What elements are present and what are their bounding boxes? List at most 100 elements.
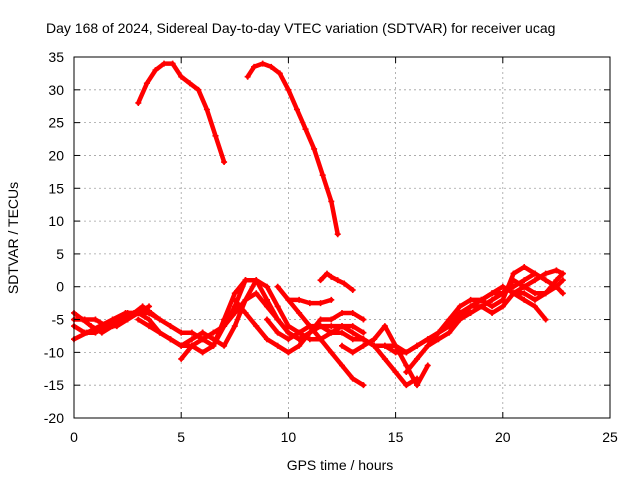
data-point — [334, 277, 341, 284]
data-point — [263, 283, 270, 290]
data-point — [414, 342, 421, 349]
data-point — [231, 309, 238, 316]
data-point — [242, 296, 249, 303]
chart-title: Day 168 of 2024, Sidereal Day-to-day VTE… — [46, 20, 555, 36]
series-arc-2 — [244, 60, 341, 238]
series-line — [200, 277, 366, 349]
data-point — [521, 277, 528, 284]
data-point — [446, 329, 453, 336]
x-tick-label: 5 — [177, 429, 185, 445]
data-point — [253, 277, 260, 284]
data-point — [489, 290, 496, 297]
data-point — [521, 283, 528, 290]
data-point — [199, 349, 206, 356]
data-point — [349, 375, 356, 382]
series-arc-19 — [446, 267, 566, 330]
y-tick-label: 15 — [48, 180, 64, 196]
data-point — [499, 296, 506, 303]
data-point — [328, 329, 335, 336]
data-point — [489, 296, 496, 303]
data-point — [559, 277, 566, 284]
data-point — [311, 145, 318, 152]
data-point — [135, 309, 142, 316]
data-point — [203, 106, 210, 113]
series-line — [404, 271, 538, 375]
data-point — [510, 283, 517, 290]
data-point — [186, 80, 193, 87]
data-point — [339, 323, 345, 330]
data-point — [195, 86, 202, 93]
data-point — [188, 336, 195, 343]
data-point — [553, 267, 560, 274]
data-point — [456, 316, 463, 323]
data-point — [274, 303, 281, 310]
data-point — [178, 73, 185, 80]
data-point — [302, 126, 309, 133]
data-point — [414, 382, 421, 389]
data-point — [559, 270, 566, 277]
data-point — [296, 342, 303, 349]
data-point — [317, 323, 324, 330]
data-point — [553, 283, 560, 290]
y-tick-label: 20 — [48, 147, 64, 163]
y-tick-label: -5 — [52, 312, 65, 328]
data-point — [293, 106, 300, 113]
data-point — [231, 323, 238, 330]
data-layer — [71, 60, 566, 389]
data-point — [317, 336, 324, 343]
data-point — [242, 277, 249, 284]
data-point — [542, 290, 549, 297]
data-point — [81, 316, 88, 323]
data-point — [349, 323, 356, 330]
series-arc-1 — [135, 60, 228, 166]
data-point — [521, 264, 528, 271]
y-tick-label: 25 — [48, 115, 64, 131]
data-point — [499, 283, 506, 290]
data-point — [178, 342, 185, 349]
data-point — [424, 342, 431, 349]
y-tick-label: 35 — [48, 49, 64, 65]
data-point — [146, 323, 153, 330]
data-point — [285, 296, 292, 303]
data-point — [274, 283, 281, 290]
data-point — [263, 336, 270, 343]
data-point — [212, 132, 219, 139]
data-point — [371, 342, 378, 349]
data-point — [478, 303, 485, 310]
data-point — [253, 323, 260, 330]
data-point — [188, 342, 195, 349]
data-point — [424, 362, 431, 369]
data-point — [403, 369, 410, 376]
data-point — [285, 86, 292, 93]
series-line — [425, 264, 566, 349]
data-point — [392, 369, 399, 376]
data-point — [531, 270, 538, 277]
data-point — [478, 296, 485, 303]
data-point — [210, 336, 217, 343]
data-point — [403, 349, 410, 356]
data-point — [339, 309, 345, 316]
data-point — [263, 296, 270, 303]
y-tick-label: -20 — [44, 410, 64, 426]
data-point — [143, 80, 150, 87]
data-point — [403, 362, 410, 369]
data-point — [210, 329, 217, 336]
data-point — [306, 300, 313, 307]
data-point — [381, 355, 388, 362]
data-point — [341, 280, 348, 287]
data-point — [349, 336, 356, 343]
data-point — [285, 329, 292, 336]
data-point — [231, 290, 238, 297]
y-axis-label: SDTVAR / TECUs — [5, 182, 21, 294]
data-point — [542, 316, 549, 323]
data-point — [360, 336, 367, 343]
data-point — [221, 316, 228, 323]
data-point — [306, 323, 313, 330]
x-axis-label: GPS time / hours — [287, 457, 394, 473]
data-point — [285, 349, 292, 356]
data-point — [435, 329, 442, 336]
plot-frame — [73, 56, 611, 419]
data-point — [156, 316, 163, 323]
